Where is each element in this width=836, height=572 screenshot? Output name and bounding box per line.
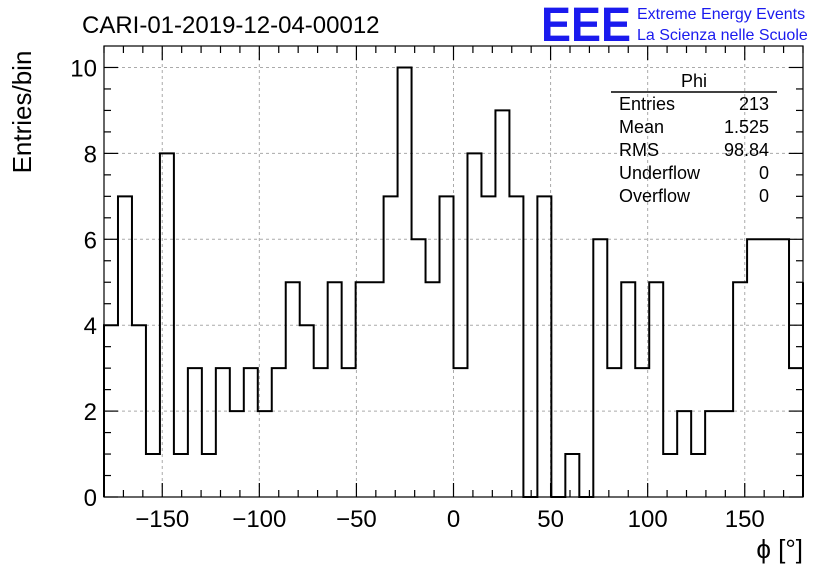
stats-value: 213 xyxy=(739,94,769,114)
logo-line-2: La Scienza nelle Scuole xyxy=(637,27,808,44)
x-tick-label: −50 xyxy=(336,506,377,533)
logo-line-1: Extreme Energy Events xyxy=(637,6,805,23)
stats-value: 0 xyxy=(759,186,769,206)
stats-label: Entries xyxy=(619,94,675,114)
logo-mark: EEE xyxy=(541,0,631,52)
stats-label: RMS xyxy=(619,140,659,160)
stats-box: Phi Entries 213 Mean 1.525 RMS 98.84 Underflow… xyxy=(611,71,777,206)
stats-value: 0 xyxy=(759,163,769,183)
stats-label: Underflow xyxy=(619,163,701,183)
stats-value: 98.84 xyxy=(724,140,769,160)
y-tick-label: 4 xyxy=(84,313,97,340)
x-tick-label: −150 xyxy=(135,506,189,533)
histogram-step-line xyxy=(103,66,804,498)
axes: −150 −100 −50 0 50 100 150 0 2 4 6 8 10 xyxy=(70,46,804,533)
y-tick-label: 0 xyxy=(84,485,97,512)
plot-frame xyxy=(103,45,804,498)
y-tick-label: 10 xyxy=(70,55,97,82)
stats-label: Overflow xyxy=(619,186,691,206)
stats-label: Mean xyxy=(619,117,664,137)
y-axis-label: Entries/bin xyxy=(7,51,37,174)
stats-rows: Entries 213 Mean 1.525 RMS 98.84 Underflow 0 Ove… xyxy=(619,94,769,206)
x-tick-label: 50 xyxy=(537,506,564,533)
x-tick-label: 150 xyxy=(725,506,765,533)
x-tick-label: 0 xyxy=(447,506,460,533)
stats-title: Phi xyxy=(681,71,707,91)
x-axis-label: ϕ [°] xyxy=(756,534,803,564)
x-tick-label: 100 xyxy=(628,506,668,533)
y-tick-label: 8 xyxy=(84,141,97,168)
eee-logo: EEE Extreme Energy Events La Scienza nel… xyxy=(541,0,808,52)
y-tick-label: 2 xyxy=(84,399,97,426)
x-tick-label: −100 xyxy=(232,506,286,533)
run-title: CARI-01-2019-12-04-00012 xyxy=(82,12,380,39)
stats-value: 1.525 xyxy=(724,117,769,137)
y-tick-label: 6 xyxy=(84,227,97,254)
